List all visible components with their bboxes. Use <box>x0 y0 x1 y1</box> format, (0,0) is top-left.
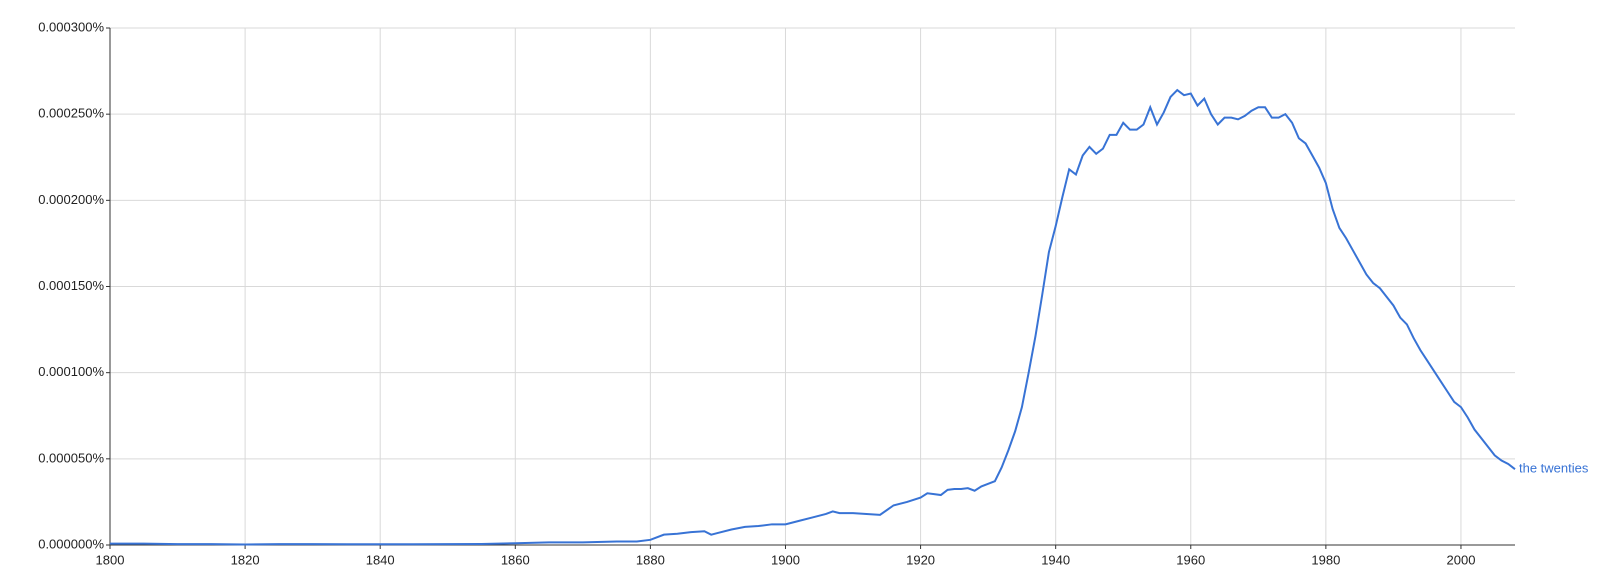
x-tick-label: 1800 <box>96 552 125 567</box>
x-tick-label: 1960 <box>1176 552 1205 567</box>
y-tick-label: 0.000150% <box>38 278 104 293</box>
y-tick-label: 0.000000% <box>38 536 104 551</box>
x-tick-label: 1900 <box>771 552 800 567</box>
y-tick-label: 0.000050% <box>38 450 104 465</box>
series-label: the twenties <box>1519 461 1589 476</box>
series-line <box>110 88 1516 546</box>
y-tick-label: 0.000200% <box>38 192 104 207</box>
y-tick-label: 0.000250% <box>38 106 104 121</box>
x-tick-label: 1820 <box>231 552 260 567</box>
x-tick-label: 1940 <box>1041 552 1070 567</box>
x-tick-label: 1880 <box>636 552 665 567</box>
x-tick-label: 1980 <box>1311 552 1340 567</box>
x-tick-label: 2000 <box>1447 552 1476 567</box>
x-tick-label: 1920 <box>906 552 935 567</box>
y-tick-label: 0.000300% <box>38 19 104 34</box>
y-tick-label: 0.000100% <box>38 364 104 379</box>
x-tick-label: 1840 <box>366 552 395 567</box>
x-tick-label: 1860 <box>501 552 530 567</box>
